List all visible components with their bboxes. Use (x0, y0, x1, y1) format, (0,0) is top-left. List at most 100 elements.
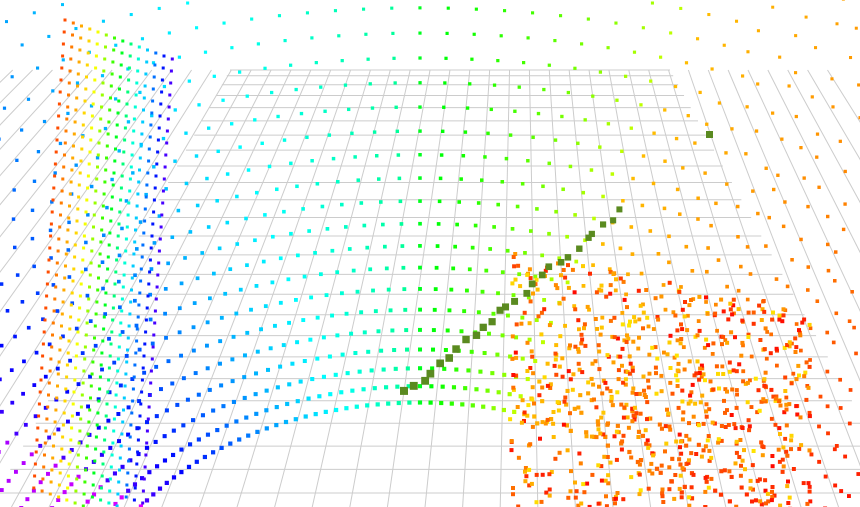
lidar-point (675, 378, 680, 383)
detected-marker[interactable] (600, 221, 607, 228)
lidar-point (841, 0, 845, 1)
lidar-point (529, 349, 534, 354)
lidar-point (54, 397, 59, 402)
lidar-point (787, 402, 792, 407)
lidar-point (663, 159, 667, 163)
lidar-point (679, 451, 684, 456)
lidar-point (650, 451, 655, 456)
detected-marker[interactable] (409, 381, 418, 390)
lidar-point (362, 7, 366, 11)
lidar-point (205, 176, 209, 181)
lidar-point (571, 372, 576, 377)
detected-marker[interactable] (538, 271, 546, 279)
lidar-point (112, 360, 117, 365)
lidar-point (605, 386, 610, 391)
lidar-point (620, 346, 625, 351)
detected-marker[interactable] (472, 331, 481, 339)
lidar-point (834, 444, 839, 448)
detected-marker[interactable] (502, 303, 510, 311)
detected-marker[interactable] (564, 254, 572, 261)
lidar-point (508, 417, 513, 422)
lidar-point (121, 420, 125, 424)
lidar-point (654, 466, 660, 471)
lidar-point (765, 491, 770, 496)
lidar-point (749, 405, 754, 409)
lidar-point (536, 314, 541, 319)
detected-marker[interactable] (616, 206, 623, 213)
lidar-point (141, 489, 145, 493)
detected-marker[interactable] (588, 230, 595, 238)
detected-marker[interactable] (585, 234, 592, 241)
lidar-point (551, 410, 556, 414)
lidar-point (714, 302, 718, 307)
lidar-point (120, 297, 124, 301)
lidar-point (764, 244, 768, 248)
lidar-point (496, 202, 500, 207)
detected-marker[interactable] (545, 263, 553, 271)
lidar-point (455, 222, 459, 227)
lidar-point (76, 330, 80, 334)
lidar-point (592, 434, 597, 439)
detected-marker[interactable] (426, 369, 435, 378)
lidar-point (238, 287, 243, 292)
detected-marker[interactable] (452, 345, 460, 353)
lidar-point (40, 489, 44, 493)
detected-marker[interactable] (610, 217, 617, 224)
detected-marker[interactable] (706, 131, 713, 138)
lidar-point (719, 424, 724, 428)
detected-marker[interactable] (421, 376, 430, 385)
lidar-point (130, 276, 134, 280)
detected-marker[interactable] (496, 306, 504, 314)
grid-depth-line (123, 69, 312, 507)
lidar-point (439, 153, 444, 157)
lidar-point (120, 309, 124, 313)
lidar-point (372, 386, 377, 391)
lidar-point (48, 246, 52, 250)
detected-marker[interactable] (557, 259, 565, 266)
lidar-point (527, 337, 532, 342)
lidar-point (598, 145, 602, 149)
lidar-point (515, 405, 520, 409)
lidar-point (736, 204, 740, 209)
lidar-point (706, 343, 711, 348)
lidar-point (710, 420, 715, 425)
lidar-point (743, 467, 747, 472)
lidar-point (152, 75, 156, 79)
detected-marker[interactable] (528, 280, 536, 288)
detected-marker[interactable] (436, 359, 444, 368)
lidar-point (145, 183, 149, 187)
lidar-point (32, 383, 37, 387)
lidar-point (777, 317, 782, 322)
lidar-point (590, 472, 595, 477)
detected-marker[interactable] (479, 323, 487, 331)
lidar-point (84, 468, 88, 472)
lidar-point (125, 483, 129, 487)
lidar-point (94, 54, 98, 58)
lidar-point (646, 324, 651, 329)
detected-marker[interactable] (462, 335, 470, 344)
lidar-point (48, 492, 52, 496)
lidar-point (130, 377, 135, 381)
lidar-point (436, 222, 441, 226)
lidar-point (763, 399, 768, 404)
lidar-point (120, 51, 124, 55)
detected-marker[interactable] (511, 297, 519, 305)
lidar-point (663, 449, 667, 454)
lidar-point (151, 99, 155, 103)
detected-marker[interactable] (576, 245, 583, 252)
lidar-point (660, 491, 665, 496)
lidar-point (520, 182, 525, 186)
lidar-point (100, 367, 104, 372)
lidar-point (114, 43, 118, 47)
lidar-point (315, 182, 320, 186)
detected-marker[interactable] (488, 318, 496, 326)
detected-marker[interactable] (445, 354, 453, 362)
detected-marker[interactable] (400, 386, 408, 395)
lidar-point (656, 252, 661, 256)
detected-marker[interactable] (523, 289, 531, 297)
lidar-point (343, 83, 348, 87)
lidar-point (737, 362, 742, 367)
lidar-point (650, 1, 654, 5)
